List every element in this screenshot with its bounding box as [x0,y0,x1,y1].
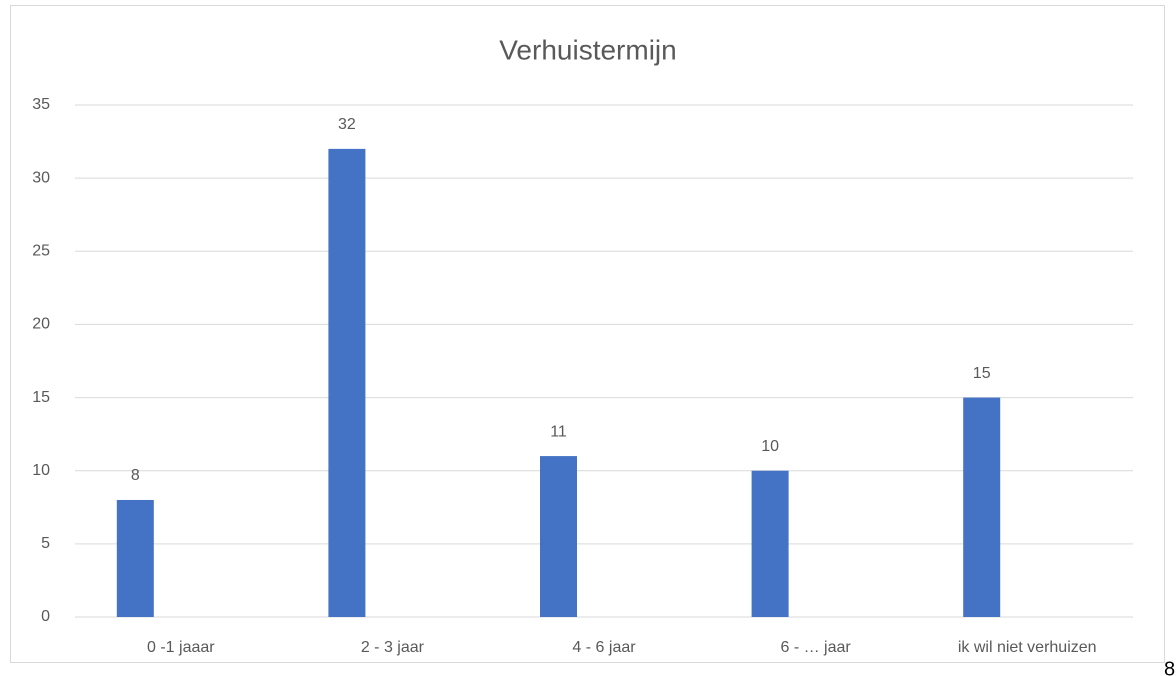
y-tick-label: 0 [41,608,50,625]
y-tick-label: 5 [41,535,50,552]
bar [963,397,1001,617]
data-label: 8 [131,467,140,484]
chart-title: Verhuistermijn [499,34,676,65]
data-label: 10 [761,438,779,455]
y-tick-label: 15 [32,389,50,406]
data-label: 32 [338,116,356,133]
x-tick-label: ik wil niet verhuizen [958,639,1097,656]
y-tick-label: 20 [32,316,50,333]
x-tick-label: 6 - … jaar [780,639,851,656]
x-tick-label: 0 -1 jaaar [147,639,215,656]
page-number: 8 [1164,658,1175,676]
x-tick-label: 2 - 3 jaar [361,639,425,656]
bar [751,470,789,617]
y-tick-label: 35 [32,96,50,113]
y-tick-label: 30 [32,169,50,186]
bar [540,456,578,617]
y-tick-label: 10 [32,462,50,479]
data-label: 11 [550,423,567,440]
x-tick-label: 4 - 6 jaar [572,639,636,656]
bar [116,499,154,617]
data-label: 15 [973,365,991,382]
bar [328,148,366,617]
y-tick-label: 25 [32,243,50,260]
